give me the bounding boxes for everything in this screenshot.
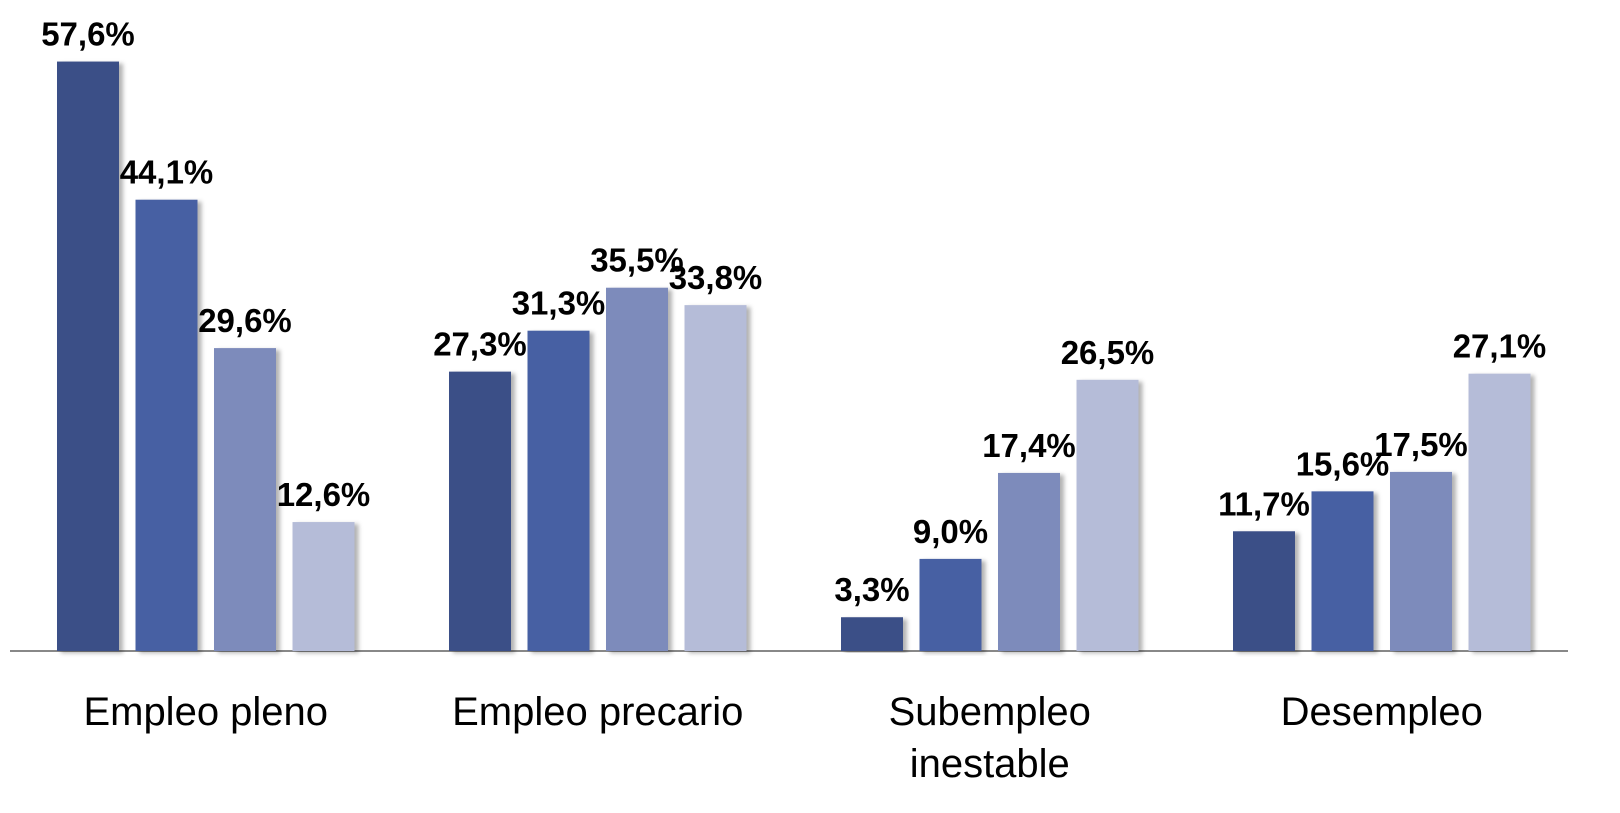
x-tick-label: Desempleo (1280, 690, 1483, 734)
value-label: 17,5% (1374, 426, 1468, 463)
x-tick-label: Subempleo inestable (888, 690, 1091, 786)
value-label: 29,6% (198, 302, 292, 339)
value-label: 3,3% (834, 571, 909, 608)
bar (527, 330, 590, 651)
value-label: 35,5% (590, 242, 684, 279)
bar (684, 305, 747, 651)
bar (841, 617, 903, 651)
bar (1233, 531, 1295, 651)
value-label: 26,5% (1061, 334, 1155, 371)
bar (57, 61, 119, 652)
value-label: 57,6% (41, 16, 135, 53)
value-label: 44,1% (120, 154, 214, 191)
value-label: 11,7% (1218, 485, 1310, 522)
bar (1076, 379, 1139, 651)
bar (1311, 491, 1374, 651)
value-label: 17,4% (982, 427, 1076, 464)
value-label: 15,6% (1296, 445, 1390, 482)
value-label: 12,6% (277, 476, 371, 513)
value-label: 9,0% (913, 513, 988, 550)
bar (292, 522, 355, 651)
value-label: 27,3% (433, 326, 527, 363)
value-label: 31,3% (512, 285, 606, 322)
x-tick-label: Empleo pleno (83, 690, 329, 734)
value-label: 27,1% (1453, 328, 1547, 365)
bar (1468, 373, 1531, 651)
bar (606, 287, 668, 651)
bar (1390, 471, 1452, 651)
x-tick-label: Empleo precario (452, 690, 744, 734)
bar (449, 371, 511, 651)
bar (214, 348, 276, 651)
bar (919, 558, 982, 651)
bar (998, 472, 1060, 651)
bar (135, 199, 198, 651)
value-label: 33,8% (669, 259, 763, 296)
